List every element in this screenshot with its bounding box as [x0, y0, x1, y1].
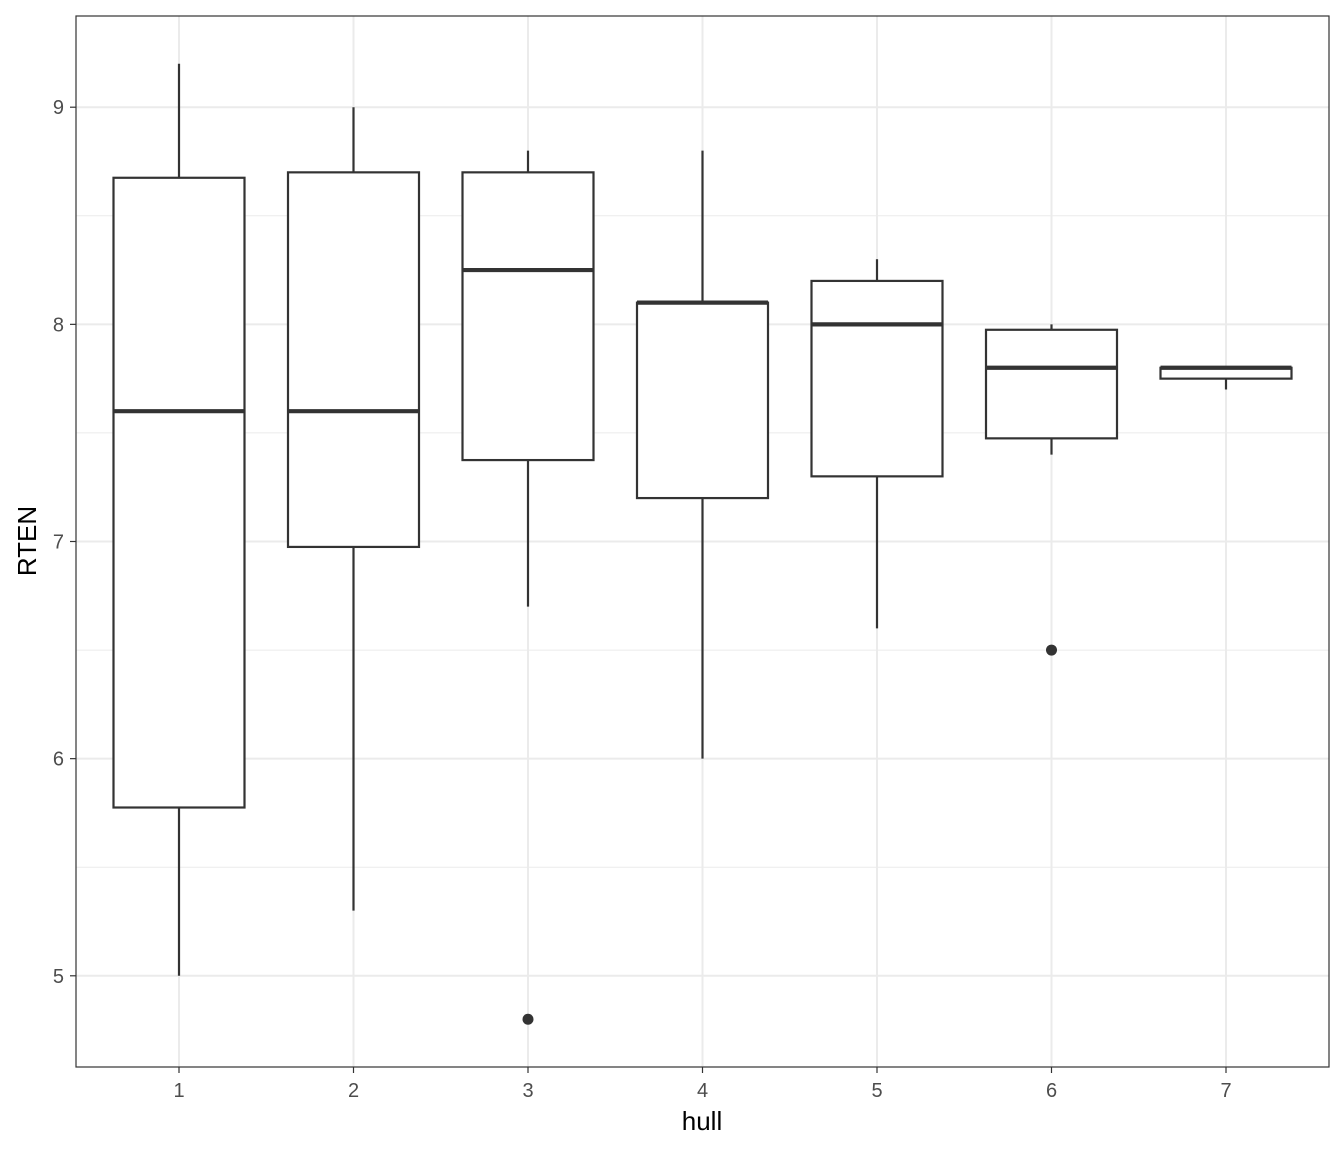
outlier-point	[1046, 644, 1057, 656]
x-tick-label: 5	[871, 1080, 882, 1102]
x-tick-label: 6	[1046, 1080, 1057, 1102]
box-group-4	[635, 150, 770, 759]
box-group-3	[461, 150, 595, 1025]
x-tick-label: 2	[348, 1080, 359, 1102]
box-group-6	[984, 324, 1119, 656]
box	[286, 171, 421, 549]
x-axis: 1 2 3 4 5 6 7	[173, 1067, 1232, 1102]
y-tick-label: 5	[53, 966, 64, 988]
box	[461, 171, 595, 462]
y-tick-label: 6	[53, 749, 64, 771]
y-tick-label: 8	[53, 314, 64, 336]
box	[810, 279, 944, 478]
box-group-7	[1159, 365, 1293, 390]
x-tick-label: 3	[522, 1080, 533, 1102]
y-axis: 5 6 7 8 9	[53, 97, 76, 988]
box	[112, 176, 246, 809]
box	[984, 328, 1119, 440]
x-axis-title: hull	[682, 1106, 722, 1136]
box-group-1	[112, 63, 246, 976]
x-tick-label: 4	[697, 1080, 708, 1102]
y-tick-label: 7	[53, 532, 64, 554]
x-tick-label: 1	[173, 1080, 184, 1102]
y-axis-title: RTEN	[12, 506, 42, 576]
box	[635, 301, 770, 500]
box-group-2	[286, 107, 421, 911]
outlier-point	[522, 1013, 534, 1025]
y-tick-label: 9	[53, 97, 64, 119]
box-group-5	[810, 259, 944, 629]
boxes	[112, 63, 1293, 1025]
x-tick-label: 7	[1220, 1080, 1231, 1102]
